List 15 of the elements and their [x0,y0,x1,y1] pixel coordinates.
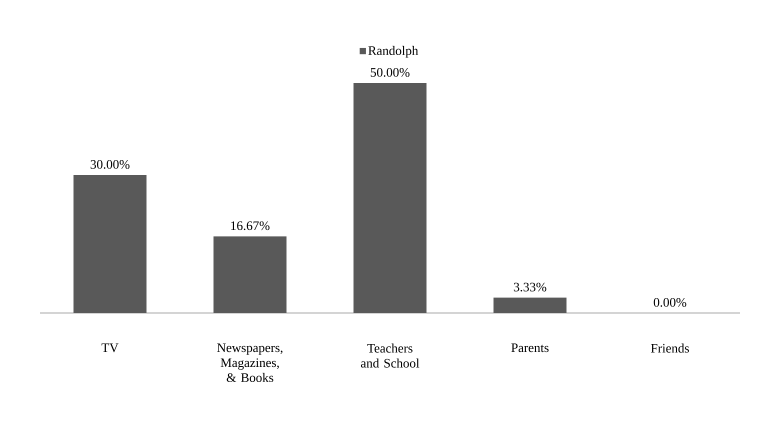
bar [214,236,287,313]
x-tick-label: Parents [511,344,549,352]
bar [494,298,567,313]
data-label: 30.00% [90,160,130,169]
bar [354,83,427,313]
bar [74,175,146,313]
x-tick-label: Teachers and School [360,344,420,368]
data-label: 16.67% [231,221,270,230]
x-tick-label: Newspapers, Magazines, & Books [217,344,282,382]
data-label: 0.00% [654,298,686,307]
data-label: 50.00% [370,68,410,77]
x-tick-label: TV [102,344,118,352]
legend-label: Randolph [368,46,418,58]
x-tick-label: Friends [650,344,689,353]
data-label: 3.33% [514,282,546,292]
